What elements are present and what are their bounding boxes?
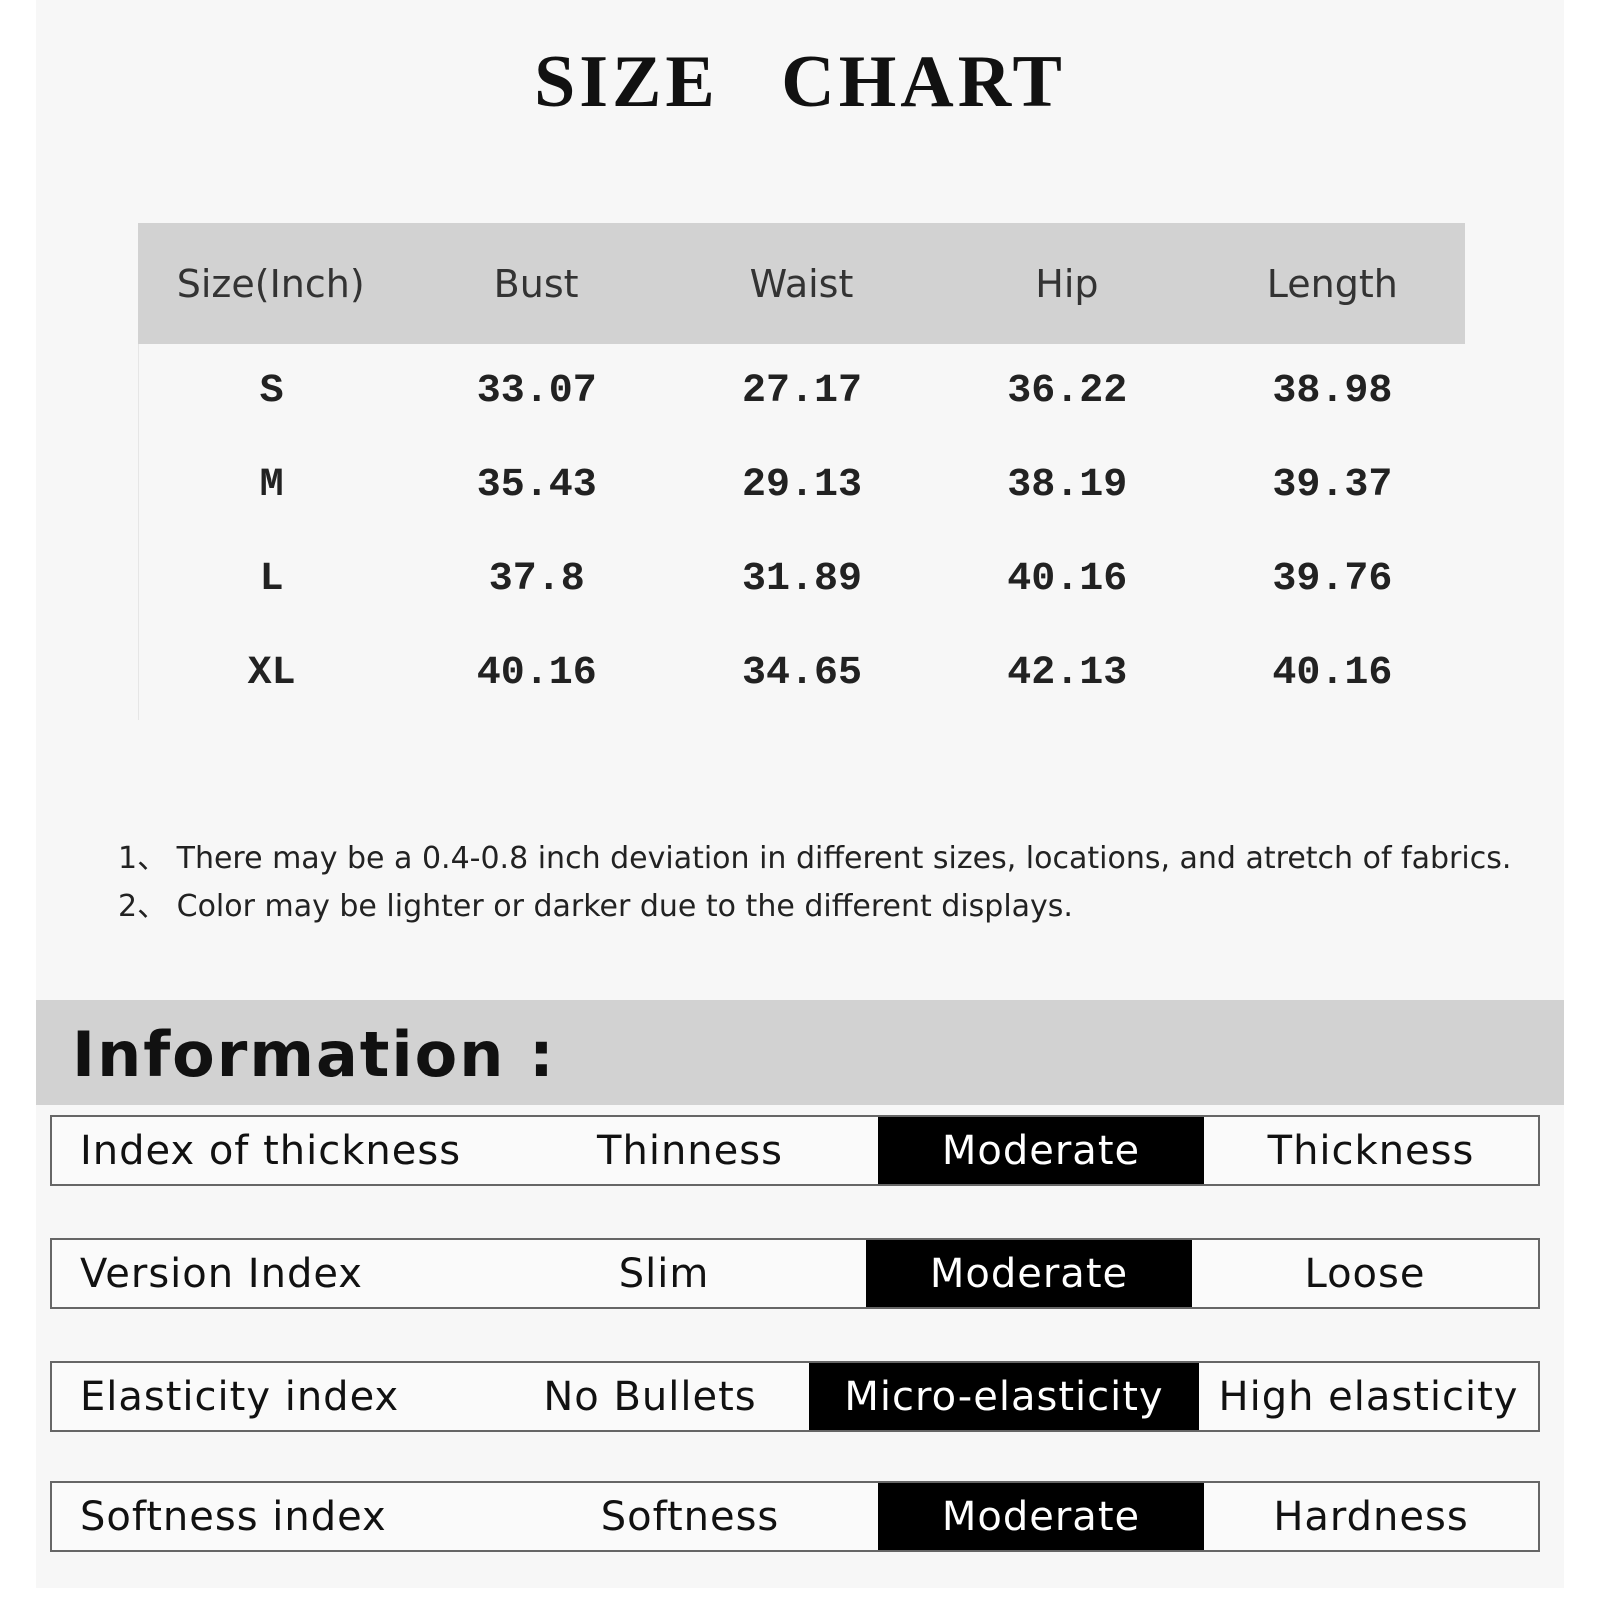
table-cell: 31.89 bbox=[741, 556, 863, 602]
table-row: XL 40.16 34.65 42.13 40.16 bbox=[139, 626, 1465, 720]
info-option: Hardness bbox=[1273, 1493, 1469, 1540]
info-option: No Bullets bbox=[543, 1373, 757, 1420]
info-option: Thinness bbox=[597, 1127, 783, 1174]
table-cell: M bbox=[259, 462, 284, 508]
table-cell: 42.13 bbox=[1007, 650, 1128, 696]
info-row-softness: Softness index Softness Moderate Hardnes… bbox=[50, 1481, 1540, 1552]
table-cell: 34.65 bbox=[741, 650, 863, 696]
table-row: S 33.07 27.17 36.22 38.98 bbox=[139, 344, 1465, 438]
column-header: Size(Inch) bbox=[176, 261, 365, 306]
note: 2、 Color may be lighter or darker due to… bbox=[118, 889, 1073, 924]
table-cell: 40.16 bbox=[476, 650, 597, 696]
notes: 1、 There may be a 0.4-0.8 inch deviation… bbox=[118, 835, 1511, 931]
info-option: Softness bbox=[600, 1493, 780, 1540]
table-cell: 38.98 bbox=[1272, 368, 1393, 414]
info-label: Elasticity index bbox=[80, 1373, 400, 1420]
table-header: Size(Inch) Bust Waist Hip Length bbox=[138, 223, 1465, 344]
table-cell: 38.19 bbox=[1007, 462, 1128, 508]
info-row-version: Version Index Slim Moderate Loose bbox=[50, 1238, 1540, 1309]
table-cell: S bbox=[259, 368, 284, 414]
table-cell: 33.07 bbox=[476, 368, 597, 414]
column-header: Hip bbox=[1035, 261, 1099, 306]
info-option: High elasticity bbox=[1218, 1373, 1519, 1420]
table-cell: 36.22 bbox=[1007, 368, 1128, 414]
table-cell: XL bbox=[247, 650, 296, 696]
table-cell: 27.17 bbox=[741, 368, 863, 414]
info-option-selected: Moderate bbox=[878, 1483, 1204, 1550]
table-cell: 35.43 bbox=[476, 462, 597, 508]
table-cell: 39.37 bbox=[1272, 462, 1393, 508]
info-label: Version Index bbox=[80, 1250, 363, 1297]
information-heading: Information : bbox=[72, 1018, 556, 1091]
info-option-selected: Micro-elasticity bbox=[809, 1363, 1199, 1430]
table-cell: 29.13 bbox=[741, 462, 863, 508]
info-option: Loose bbox=[1304, 1250, 1426, 1297]
table-cell: L bbox=[259, 556, 284, 602]
info-label: Softness index bbox=[80, 1493, 387, 1540]
info-option-selected: Moderate bbox=[866, 1240, 1192, 1307]
table-cell: 37.8 bbox=[488, 556, 585, 602]
info-row-thickness: Index of thickness Thinness Moderate Thi… bbox=[50, 1115, 1540, 1186]
info-option: Slim bbox=[618, 1250, 710, 1297]
info-option-selected: Moderate bbox=[878, 1117, 1204, 1184]
info-label: Index of thickness bbox=[80, 1127, 462, 1174]
table-row: M 35.43 29.13 38.19 39.37 bbox=[139, 438, 1465, 532]
info-row-elasticity: Elasticity index No Bullets Micro-elasti… bbox=[50, 1361, 1540, 1432]
column-header: Length bbox=[1266, 261, 1398, 306]
table-cell: 40.16 bbox=[1272, 650, 1393, 696]
table-cell: 40.16 bbox=[1007, 556, 1128, 602]
information-header: Information : bbox=[36, 1000, 1564, 1105]
info-option: Thickness bbox=[1267, 1127, 1475, 1174]
column-header: Bust bbox=[493, 261, 579, 306]
table-cell: 39.76 bbox=[1272, 556, 1393, 602]
size-table-body: S 33.07 27.17 36.22 38.98 M 35.43 29.13 38.19 39.… bbox=[138, 344, 1465, 720]
table-row: L 37.8 31.89 40.16 39.76 bbox=[139, 532, 1465, 626]
column-header: Waist bbox=[749, 261, 854, 306]
note: 1、 There may be a 0.4-0.8 inch deviation… bbox=[118, 841, 1512, 876]
page-title: SIZE CHART bbox=[534, 41, 1066, 123]
